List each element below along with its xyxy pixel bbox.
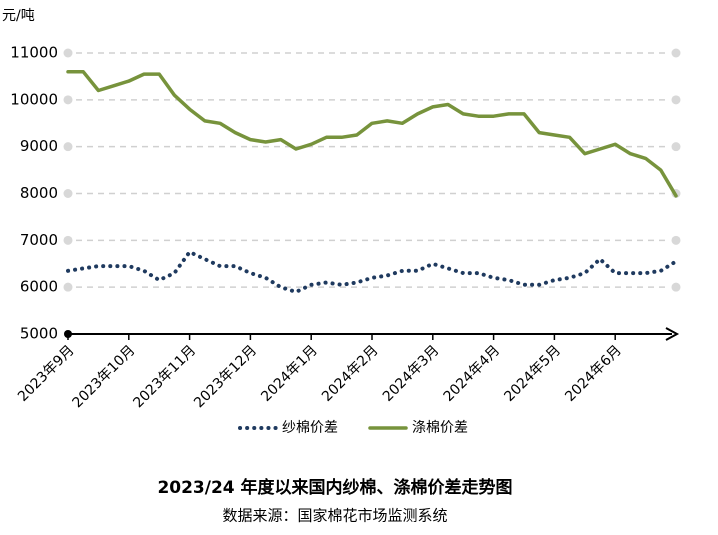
grid-end bbox=[671, 95, 681, 105]
y-tick-label: 9000 bbox=[20, 137, 58, 155]
grid-end bbox=[671, 235, 681, 245]
legend-label: 纱棉价差 bbox=[282, 419, 338, 436]
x-tick-label: 2024年3月 bbox=[380, 342, 443, 405]
grid-end bbox=[671, 282, 681, 292]
grid-end bbox=[63, 235, 73, 245]
y-tick-label: 7000 bbox=[20, 231, 58, 249]
x-tick-label: 2024年2月 bbox=[319, 342, 382, 405]
x-tick-label: 2024年4月 bbox=[441, 342, 504, 405]
x-tick-label: 2023年9月 bbox=[15, 342, 78, 405]
x-tick-label: 2024年1月 bbox=[258, 342, 321, 405]
x-tick-label: 2024年5月 bbox=[501, 342, 564, 405]
axis-arrow bbox=[665, 327, 680, 341]
series-line bbox=[66, 250, 678, 294]
y-tick-label: 11000 bbox=[10, 44, 58, 62]
grid-end bbox=[63, 95, 73, 105]
grid-end bbox=[63, 282, 73, 292]
y-axis-unit: 元/吨 bbox=[2, 8, 35, 24]
grid-end bbox=[63, 189, 73, 198]
chart-source: 数据来源：国家棉花市场监测系统 bbox=[222, 507, 447, 525]
legend-label: 涤棉价差 bbox=[412, 419, 468, 436]
series-line bbox=[66, 69, 678, 198]
x-tick-label: 2023年11月 bbox=[130, 342, 199, 411]
chart-title: 2023/24 年度以来国内纱棉、涤棉价差走势图 bbox=[157, 477, 512, 498]
grid-end bbox=[63, 142, 73, 152]
x-tick-label: 2024年6月 bbox=[562, 342, 625, 405]
x-tick-label: 2023年12月 bbox=[191, 342, 260, 411]
grid-end bbox=[671, 142, 681, 152]
y-tick-label: 10000 bbox=[10, 90, 58, 108]
y-tick-label: 8000 bbox=[20, 184, 58, 202]
y-tick-label: 5000 bbox=[20, 325, 58, 343]
grid-end bbox=[671, 48, 681, 58]
y-tick-label: 6000 bbox=[20, 278, 58, 296]
grid-end bbox=[63, 48, 73, 58]
x-tick-label: 2023年10月 bbox=[70, 342, 139, 411]
